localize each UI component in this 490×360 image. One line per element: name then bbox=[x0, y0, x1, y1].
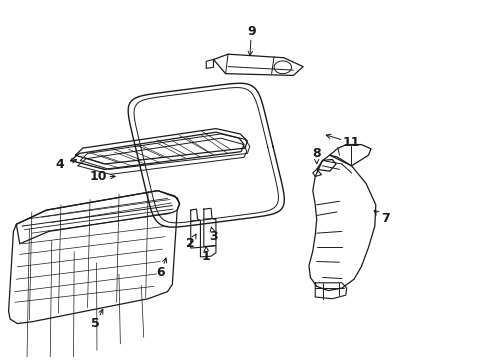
Text: 4: 4 bbox=[55, 158, 64, 171]
Text: 7: 7 bbox=[381, 212, 390, 225]
Text: 6: 6 bbox=[156, 266, 165, 279]
Text: 10: 10 bbox=[90, 170, 107, 183]
Text: 9: 9 bbox=[247, 24, 256, 38]
Text: 8: 8 bbox=[313, 147, 321, 160]
Text: 2: 2 bbox=[186, 237, 195, 250]
Text: 11: 11 bbox=[343, 136, 360, 149]
Text: 3: 3 bbox=[209, 230, 218, 243]
Text: 1: 1 bbox=[202, 250, 211, 263]
Text: 5: 5 bbox=[92, 317, 100, 330]
